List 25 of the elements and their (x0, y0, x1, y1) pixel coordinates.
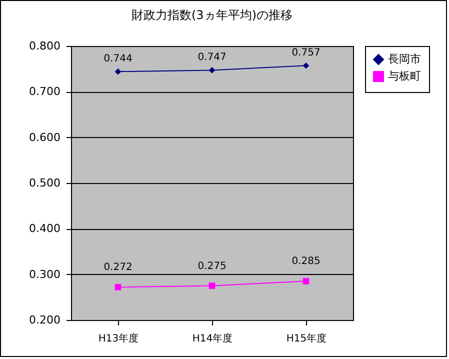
point (208, 67, 216, 74)
data-label: 0.275 (198, 260, 226, 272)
y-tick-label: 0.800 (29, 40, 60, 52)
x-tick-label: H13年度 (98, 332, 139, 344)
data-label: 0.744 (104, 54, 132, 65)
y-tick-label: 0.200 (29, 314, 60, 326)
point (114, 68, 122, 75)
y-tick-label: 0.300 (29, 268, 60, 281)
data-label: 0.285 (292, 256, 320, 268)
legend-label: 長岡市 (388, 52, 421, 66)
y-tick-label: 0.500 (29, 176, 60, 190)
legend-label: 与板町 (388, 70, 421, 82)
point (302, 62, 310, 69)
point (208, 282, 216, 289)
data-label: 0.757 (292, 48, 320, 59)
data-label: 0.272 (104, 262, 132, 274)
y-tick-label: 0.600 (29, 130, 60, 144)
y-tick-label: 0.700 (29, 85, 60, 98)
y-tick-label: 0.400 (29, 222, 60, 236)
point (114, 284, 122, 290)
data-label: 0.747 (198, 52, 226, 64)
point (302, 278, 310, 284)
x-tick-label: H14年度 (192, 332, 233, 344)
chart-title: 財政力指数(3ヵ年平均)の推移 (132, 8, 292, 22)
x-tick-label: H15年度 (286, 332, 327, 344)
